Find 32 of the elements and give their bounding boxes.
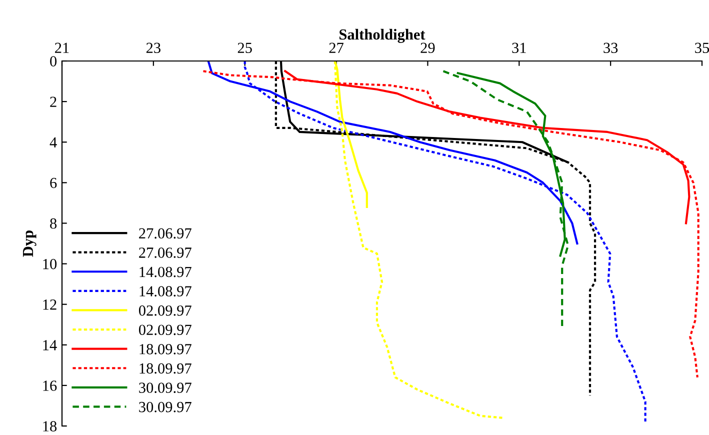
x-tick-label: 33: [604, 42, 618, 54]
y-tick-label: 16: [43, 380, 57, 391]
y-tick-label: 4: [50, 137, 57, 148]
y-tick-label: 10: [43, 258, 57, 270]
legend-label: 02.09.97: [138, 305, 192, 316]
x-tick-label: 21: [55, 42, 69, 53]
x-tick-label: 27: [329, 42, 344, 53]
y-tick-label: 18: [43, 421, 57, 432]
y-axis-title: Dyp: [23, 230, 36, 257]
legend-label: 18.09.97: [140, 363, 192, 374]
y-tick-label: 6: [50, 178, 57, 188]
x-axis-title: Saltholdighet: [340, 28, 426, 43]
legend-label: 27.06.97: [139, 248, 192, 258]
x-tick-label: 35: [695, 42, 709, 54]
y-tick-label: 8: [50, 218, 57, 229]
x-tick-label: 23: [146, 42, 160, 54]
x-tick-label: 25: [238, 42, 252, 54]
legend-label: 30.09.97: [139, 402, 192, 412]
legend-label: 18.09.97: [140, 344, 192, 354]
y-tick-label: 14: [43, 340, 57, 350]
y-tick-label: 0: [50, 56, 57, 66]
x-tick-label: 31: [512, 42, 526, 54]
legend-label: 27.06.97: [139, 228, 192, 239]
x-tick-label: 29: [420, 42, 435, 54]
line-series: [442, 70, 570, 328]
line-series: [202, 70, 700, 378]
legend-label: 14.08.97: [140, 266, 192, 278]
y-tick-label: 2: [50, 96, 56, 107]
legend-label: 02.09.97: [138, 324, 192, 336]
legend-label: 14.08.97: [140, 286, 192, 296]
legend-label: 30.09.97: [139, 382, 192, 393]
y-tick-label: 12: [43, 300, 56, 310]
